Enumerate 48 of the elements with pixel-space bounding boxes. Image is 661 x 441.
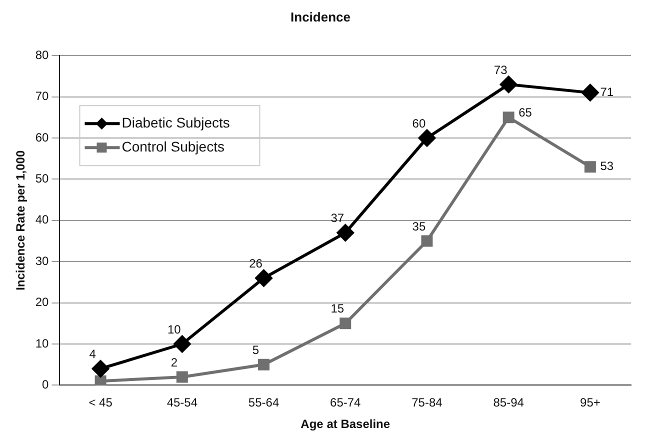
data-label: 2 [170, 355, 178, 370]
point [418, 130, 436, 146]
point [584, 161, 596, 173]
y-tick-label: 40 [35, 212, 50, 227]
data-label: 5 [252, 342, 260, 357]
y-tick-label: 50 [35, 172, 50, 186]
chart-title: Incidence [290, 9, 350, 24]
data-label: 73 [494, 62, 508, 77]
y-axis-title: Incidence Rate per 1,000 [14, 150, 28, 290]
data-label: 71 [600, 84, 614, 99]
data-label: 60 [412, 116, 426, 130]
point [340, 318, 352, 330]
x-tick-label: < 45 [88, 396, 113, 410]
data-label: 10 [167, 322, 182, 336]
point [92, 360, 110, 378]
data-label: 35 [412, 219, 426, 234]
point [582, 84, 599, 102]
point [500, 76, 518, 93]
point [421, 235, 433, 247]
y-tick-label: 60 [35, 130, 50, 144]
x-tick-label: 75-84 [412, 396, 443, 410]
x-tick-label: 85-94 [493, 396, 524, 410]
x-tick-label: 65-74 [330, 396, 362, 410]
data-label: 53 [600, 159, 614, 174]
y-tick-label: 0 [42, 378, 50, 392]
y-tick-label: 30 [35, 254, 50, 268]
point [94, 375, 106, 386]
point [174, 336, 191, 352]
point [176, 371, 188, 383]
point [258, 358, 270, 370]
y-tick-label: 80 [35, 48, 50, 62]
x-axis-title: Age at Baseline [300, 417, 390, 432]
legend-label: Control Subjects [122, 138, 224, 154]
x-tick-label: 95+ [580, 396, 600, 410]
data-label: 4 [89, 347, 96, 362]
y-tick-label: 20 [35, 295, 50, 310]
data-label: 37 [330, 211, 344, 226]
y-tick-label: 10 [35, 336, 50, 350]
point [336, 224, 354, 242]
y-tick-label: 70 [35, 89, 50, 104]
point [255, 270, 272, 287]
legend-label: Diabetic Subjects [122, 114, 230, 130]
x-tick-label: 55-64 [248, 396, 280, 410]
data-label: 15 [330, 302, 344, 316]
point [502, 112, 514, 124]
data-label: 65 [518, 106, 532, 120]
data-label: 26 [249, 256, 263, 270]
x-tick-label: 45-54 [166, 396, 198, 410]
